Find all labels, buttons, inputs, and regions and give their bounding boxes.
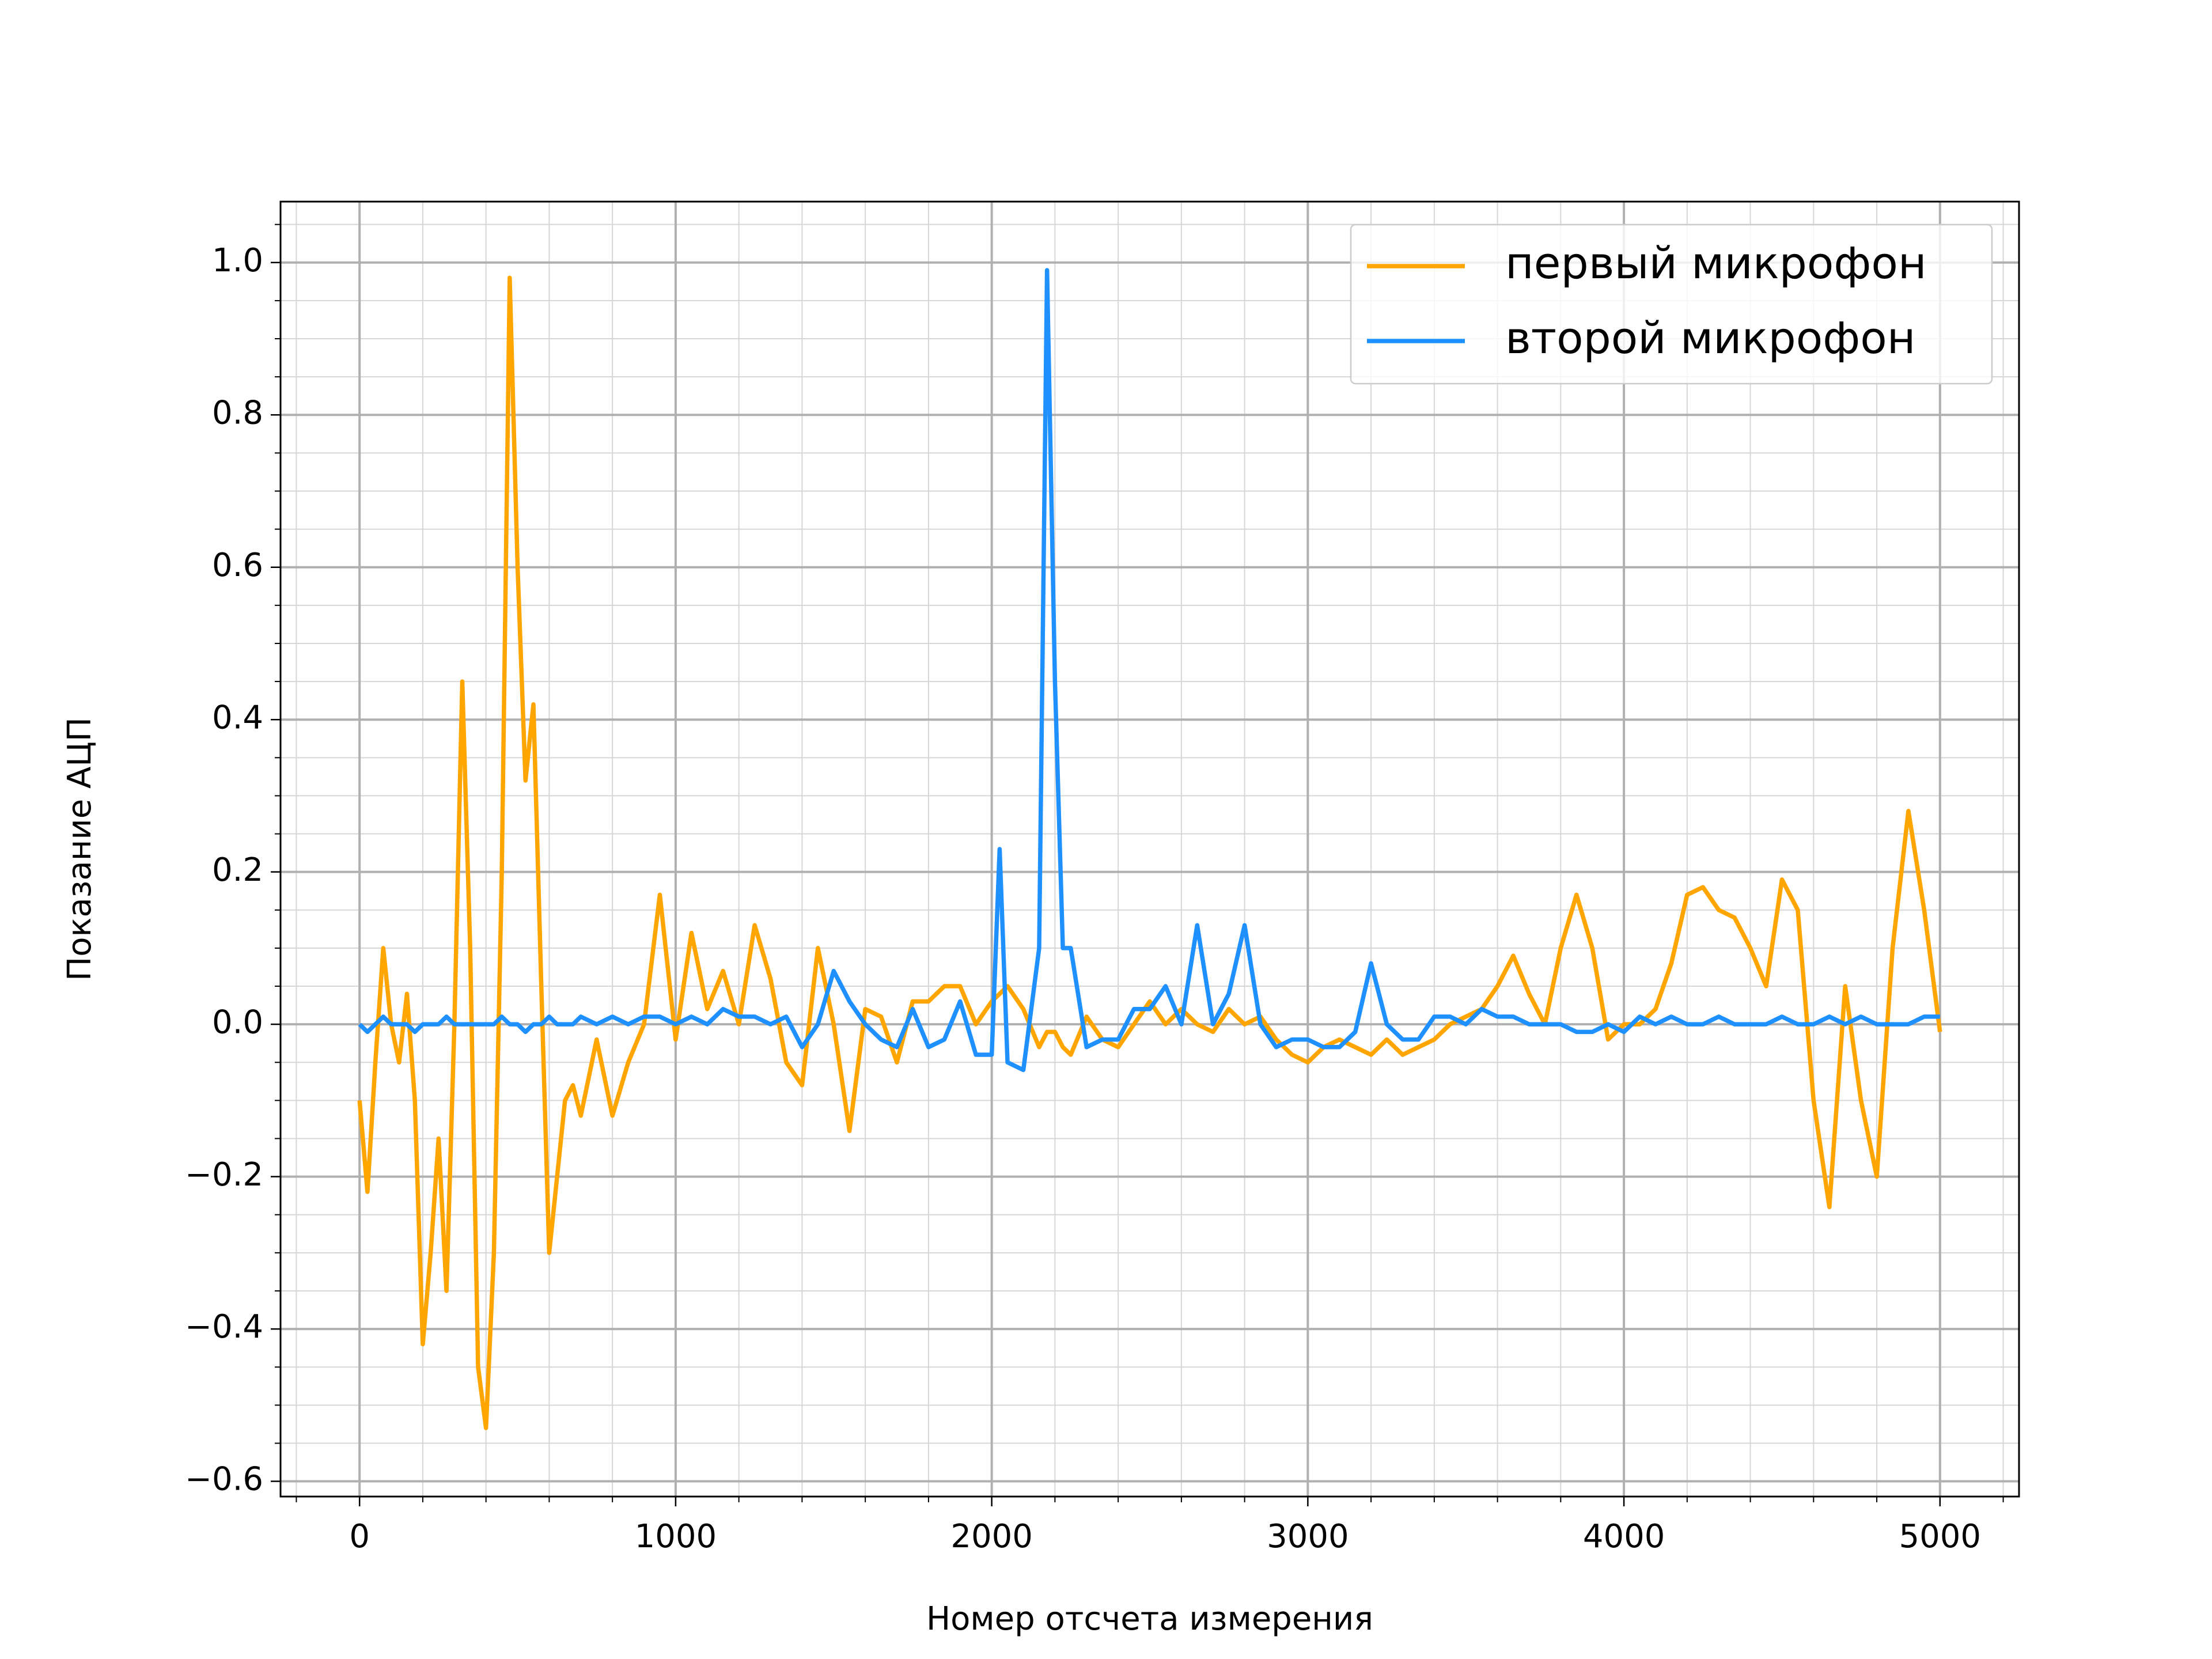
x-axis-label: Номер отсчета измерения: [926, 1600, 1373, 1638]
y-tick-label: 0.4: [212, 699, 263, 736]
y-tick-label: 0.0: [212, 1003, 263, 1041]
data-line: [358, 268, 1940, 1073]
y-tick-label: 0.2: [212, 851, 263, 889]
x-tick-label: 5000: [1899, 1518, 1982, 1555]
legend-label: первый микрофон: [1505, 237, 1927, 289]
y-tick-label: 1.0: [212, 242, 263, 279]
y-axis-label: Показание АЦП: [61, 717, 99, 981]
legend: первый микрофон второй микрофон: [1350, 224, 1993, 385]
x-tick-label: 0: [349, 1518, 370, 1555]
x-tick-label: 4000: [1583, 1518, 1665, 1555]
legend-box: [1350, 224, 1993, 385]
legend-label: второй микрофон: [1505, 312, 1915, 363]
x-tick-label: 3000: [1267, 1518, 1349, 1555]
y-tick-label: −0.6: [185, 1461, 263, 1498]
y-tick-label: 0.8: [212, 394, 263, 431]
x-tick-label: 1000: [635, 1518, 717, 1555]
y-tick-label: 0.6: [212, 547, 263, 584]
x-tick-label: 2000: [950, 1518, 1033, 1555]
y-tick-label: −0.4: [185, 1308, 263, 1346]
y-tick-label: −0.2: [185, 1156, 263, 1194]
plot-frame: [279, 200, 2020, 1498]
